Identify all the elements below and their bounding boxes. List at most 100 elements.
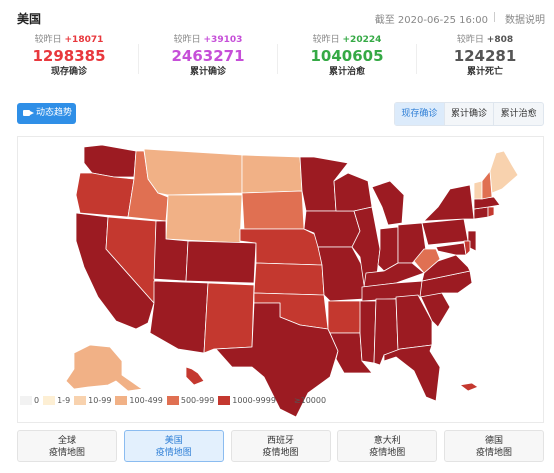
state-south-dakota	[241, 190, 305, 230]
legend-item[interactable]: 0	[20, 395, 40, 405]
state-alaska	[65, 344, 143, 392]
stat-divider	[277, 44, 278, 74]
state-colorado	[185, 240, 257, 284]
legend-item[interactable]: 500-999	[166, 395, 215, 405]
stat-total-recovered: 较昨日 +20224 1040605 累计治愈	[278, 34, 416, 84]
state-oregon	[75, 172, 135, 218]
state-delaware	[463, 240, 471, 256]
tab-label-line1: 西班牙	[266, 436, 294, 446]
territory-puerto-rico	[459, 382, 479, 392]
tab-label-line1: 德国	[484, 436, 503, 446]
state-texas	[215, 302, 339, 418]
state-kansas	[253, 262, 325, 296]
stat-value: 2463271	[171, 47, 245, 65]
stat-delta: 较昨日 +20224	[312, 35, 382, 45]
state-wisconsin	[333, 172, 373, 212]
stat-delta: 较昨日 +39103	[173, 35, 243, 45]
toggle-total-recovered[interactable]: 累计治愈	[493, 103, 543, 125]
stat-label: 累计治愈	[328, 67, 365, 77]
tab-spain-map[interactable]: 西班牙 疫情地图	[230, 430, 331, 462]
state-new-mexico	[203, 282, 255, 354]
stat-total-confirmed: 较昨日 +39103 2463271 累计确诊	[139, 34, 277, 84]
tab-label-line2: 疫情地图	[155, 448, 192, 458]
data-explain-link[interactable]: 数据说明	[505, 15, 545, 26]
legend-label: ≥10000	[293, 395, 327, 405]
legend-swatch	[115, 395, 128, 405]
legend-label: 1-9	[57, 395, 71, 405]
state-washington	[83, 144, 137, 178]
state-florida	[383, 344, 441, 402]
tab-label-line2: 疫情地图	[262, 448, 299, 458]
stat-divider	[138, 44, 139, 74]
legend-label: 10-99	[88, 395, 112, 405]
state-new-york	[423, 184, 475, 222]
header-bar: 美国 截至 2020-06-25 16:00 数据说明	[0, 0, 554, 34]
toggle-current-confirmed[interactable]: 现存确诊	[395, 103, 444, 125]
state-maine	[489, 150, 519, 194]
us-choropleth-map[interactable]	[18, 137, 545, 424]
legend-swatch	[279, 395, 292, 405]
trend-button-label: 动态趋势	[36, 108, 73, 118]
state-montana	[143, 148, 243, 196]
tab-label-line2: 疫情地图	[369, 448, 406, 458]
state-west-virginia	[413, 248, 441, 274]
legend-item[interactable]: ≥10000	[279, 395, 327, 405]
stat-total-deaths: 较昨日 +808 124281 累计死亡	[416, 34, 554, 84]
legend-swatch	[218, 395, 231, 405]
tab-usa-map[interactable]: 美国 疫情地图	[123, 430, 224, 462]
legend-label: 0	[34, 395, 40, 405]
legend-label: 100-499	[129, 395, 163, 405]
tab-germany-map[interactable]: 德国 疫情地图	[444, 430, 544, 462]
state-maryland	[435, 242, 467, 256]
state-missouri	[317, 246, 367, 302]
state-hawaii	[185, 366, 205, 386]
state-vermont	[473, 180, 483, 200]
tab-italy-map[interactable]: 意大利 疫情地图	[337, 430, 438, 462]
us-map-panel	[17, 136, 544, 423]
stat-value: 124281	[453, 47, 517, 65]
tab-label-line2: 疫情地图	[475, 448, 512, 458]
stat-delta: 较昨日 +808	[456, 35, 514, 45]
legend-item[interactable]: 1-9	[43, 395, 71, 405]
video-camera-icon	[23, 110, 34, 116]
state-wyoming	[165, 194, 243, 244]
state-mississippi	[359, 300, 377, 364]
tab-label-line1: 全球	[57, 436, 76, 446]
legend-item[interactable]: 100-499	[115, 395, 163, 405]
tab-global-map[interactable]: 全球 疫情地图	[17, 430, 117, 462]
legend-swatch	[166, 395, 179, 405]
legend-item[interactable]: 10-99	[74, 395, 112, 405]
stat-label: 累计确诊	[189, 67, 226, 77]
state-pennsylvania	[421, 218, 469, 246]
legend-label: 1000-9999	[232, 395, 276, 405]
stat-delta: 较昨日 +18071	[34, 35, 104, 45]
legend-item[interactable]: 1000-9999	[218, 395, 276, 405]
map-metric-toggle: 现存确诊 累计确诊 累计治愈	[394, 102, 544, 126]
legend-label: 500-999	[180, 395, 215, 405]
state-arkansas	[327, 300, 363, 334]
tab-label-line1: 美国	[164, 436, 183, 446]
map-legend: 0 1-9 10-99 100-499 500-999 1000-9999 ≥1…	[20, 394, 330, 406]
stat-value: 1298385	[32, 47, 106, 65]
state-arizona	[149, 280, 209, 354]
stat-label: 现存确诊	[50, 67, 87, 77]
toggle-total-confirmed[interactable]: 累计确诊	[443, 103, 494, 125]
trend-button[interactable]: 动态趋势	[17, 103, 76, 124]
stat-divider	[416, 44, 417, 74]
legend-swatch	[20, 395, 32, 405]
legend-swatch	[43, 395, 56, 405]
stat-current-confirmed: 较昨日 +18071 1298385 现存确诊	[0, 34, 138, 84]
state-new-hampshire	[481, 170, 493, 200]
page-title: 美国	[17, 12, 42, 26]
stat-label: 累计死亡	[466, 67, 503, 77]
header-divider	[494, 12, 495, 22]
legend-swatch	[74, 395, 87, 405]
state-michigan	[371, 180, 405, 226]
state-rhode-island	[487, 206, 495, 218]
country-map-tabs: 全球 疫情地图 美国 疫情地图 西班牙 疫情地图 意大利 疫情地图 德国 疫情地…	[17, 430, 544, 462]
tab-label-line2: 疫情地图	[48, 448, 85, 458]
as-of-timestamp: 截至 2020-06-25 16:00	[374, 15, 488, 26]
stats-row: 较昨日 +18071 1298385 现存确诊 较昨日 +39103 24632…	[0, 34, 554, 84]
state-north-dakota	[241, 154, 303, 194]
stat-value: 1040605	[310, 47, 384, 65]
